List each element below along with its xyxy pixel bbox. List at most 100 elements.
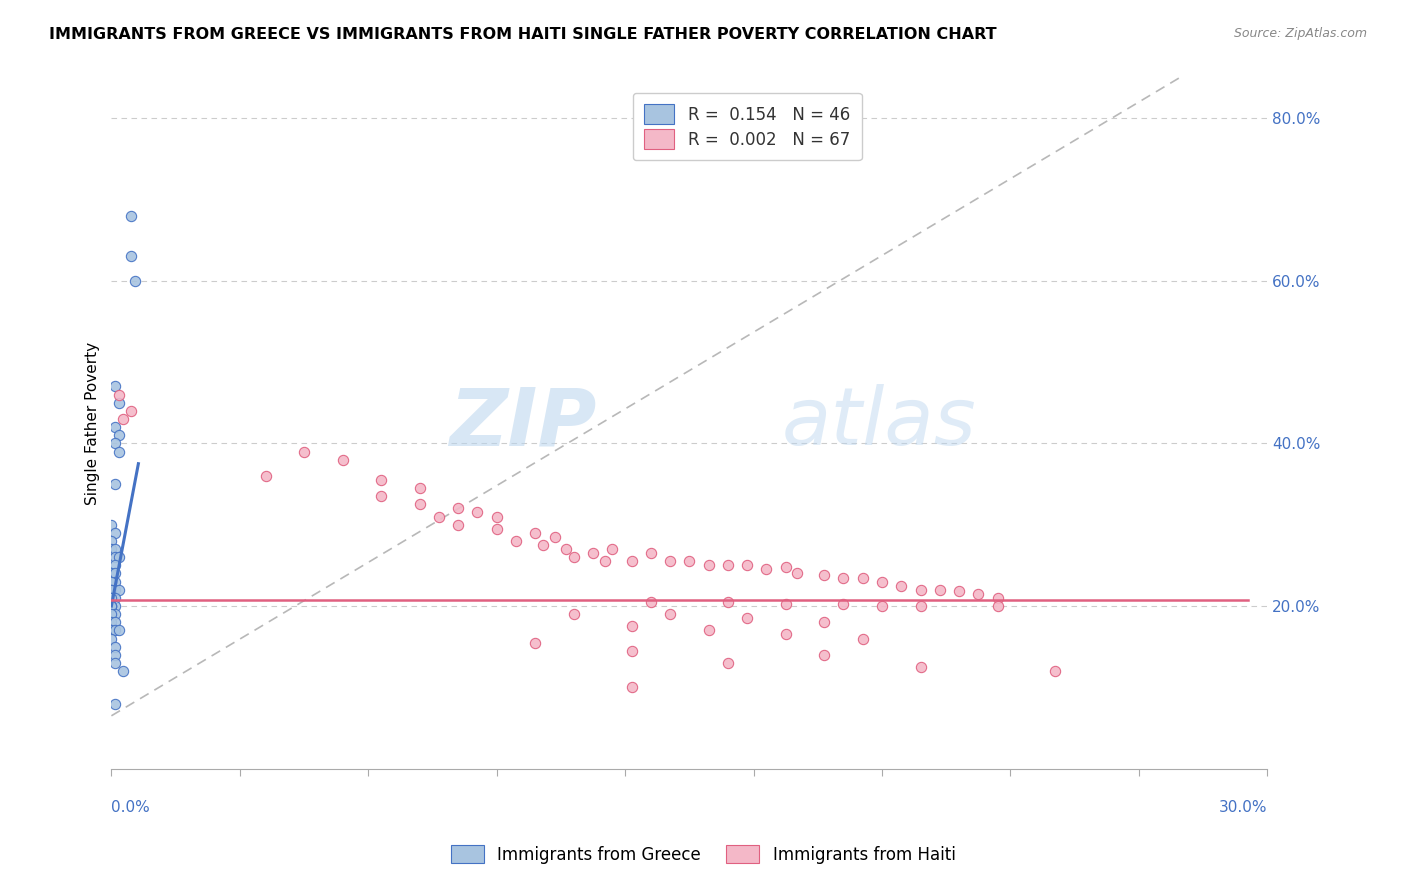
Point <box>1045 664 1067 678</box>
Point <box>717 656 740 670</box>
Point <box>100 566 122 581</box>
Point <box>967 587 990 601</box>
Point <box>108 444 131 458</box>
Point <box>120 249 142 263</box>
Point <box>987 599 1010 613</box>
Legend: R =  0.154   N = 46, R =  0.002   N = 67: R = 0.154 N = 46, R = 0.002 N = 67 <box>633 93 862 161</box>
Point <box>100 591 122 605</box>
Point <box>370 473 392 487</box>
Text: 0.0%: 0.0% <box>111 800 150 814</box>
Point <box>104 582 127 597</box>
Point <box>108 624 131 638</box>
Legend: Immigrants from Greece, Immigrants from Haiti: Immigrants from Greece, Immigrants from … <box>444 838 962 871</box>
Point <box>910 582 932 597</box>
Point <box>408 481 430 495</box>
Point <box>562 550 585 565</box>
Point <box>104 640 127 654</box>
Point <box>120 404 142 418</box>
Point <box>104 542 127 557</box>
Point <box>104 615 127 630</box>
Point <box>717 595 740 609</box>
Point <box>775 598 797 612</box>
Point <box>928 582 950 597</box>
Point <box>104 656 127 670</box>
Point <box>910 660 932 674</box>
Point <box>104 477 127 491</box>
Point <box>543 530 565 544</box>
Text: ZIP: ZIP <box>450 384 598 462</box>
Point <box>104 558 127 573</box>
Point <box>100 607 122 622</box>
Point <box>332 452 354 467</box>
Text: atlas: atlas <box>782 384 977 462</box>
Point <box>602 542 624 557</box>
Point <box>104 379 127 393</box>
Point <box>100 582 122 597</box>
Point <box>640 595 662 609</box>
Point <box>697 624 720 638</box>
Point <box>987 591 1010 605</box>
Point <box>120 209 142 223</box>
Point <box>104 566 127 581</box>
Point <box>108 387 131 401</box>
Point <box>717 558 740 573</box>
Point <box>582 546 605 560</box>
Point <box>104 697 127 711</box>
Point <box>555 542 578 557</box>
Point <box>852 632 875 646</box>
Point <box>948 584 970 599</box>
Point <box>100 615 122 630</box>
Point <box>620 681 643 695</box>
Point <box>735 611 758 625</box>
Point <box>910 599 932 613</box>
Point <box>100 542 122 557</box>
Point <box>786 566 808 581</box>
Point <box>292 444 315 458</box>
Point <box>505 533 527 548</box>
Point <box>254 469 277 483</box>
Y-axis label: Single Father Poverty: Single Father Poverty <box>86 342 100 505</box>
Point <box>108 582 131 597</box>
Point <box>697 558 720 573</box>
Point <box>620 554 643 568</box>
Text: Source: ZipAtlas.com: Source: ZipAtlas.com <box>1233 27 1367 40</box>
Point <box>755 562 778 576</box>
Point <box>100 624 122 638</box>
Point <box>100 632 122 646</box>
Point <box>620 619 643 633</box>
Point <box>813 568 835 582</box>
Point <box>100 599 122 613</box>
Point <box>659 607 682 622</box>
Point <box>447 517 470 532</box>
Point <box>408 497 430 511</box>
Point <box>870 574 893 589</box>
Point <box>485 522 508 536</box>
Point <box>832 598 855 612</box>
Point <box>832 570 855 584</box>
Point <box>524 635 547 649</box>
Point <box>104 599 127 613</box>
Point <box>870 599 893 613</box>
Point <box>108 428 131 442</box>
Point <box>447 501 470 516</box>
Point <box>852 570 875 584</box>
Point <box>111 412 134 426</box>
Point <box>640 546 662 560</box>
Text: IMMIGRANTS FROM GREECE VS IMMIGRANTS FROM HAITI SINGLE FATHER POVERTY CORRELATIO: IMMIGRANTS FROM GREECE VS IMMIGRANTS FRO… <box>49 27 997 42</box>
Point <box>104 525 127 540</box>
Point <box>100 582 122 597</box>
Point <box>735 558 758 573</box>
Point <box>104 648 127 662</box>
Point <box>593 554 616 568</box>
Point <box>678 554 700 568</box>
Point <box>100 599 122 613</box>
Point <box>104 574 127 589</box>
Point <box>104 607 127 622</box>
Point <box>524 525 547 540</box>
Point <box>100 574 122 589</box>
Point <box>427 509 450 524</box>
Point <box>620 644 643 658</box>
Point <box>562 607 585 622</box>
Point <box>104 436 127 450</box>
Point <box>813 615 835 630</box>
